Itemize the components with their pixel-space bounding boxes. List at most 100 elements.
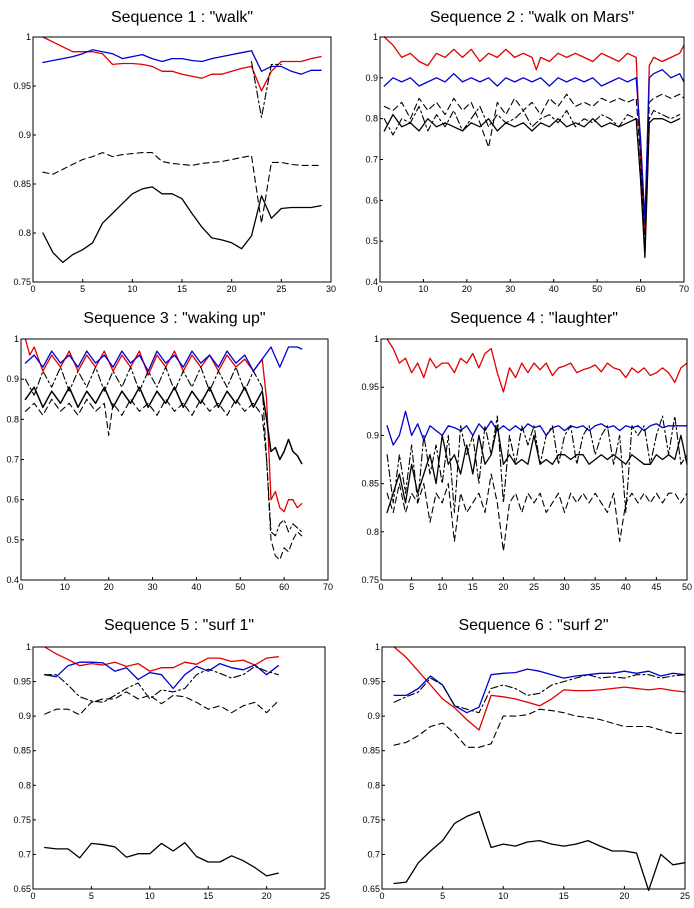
series-line-blue [393,668,686,714]
x-tick-label: 40 [549,284,559,294]
x-tick-label: 10 [498,891,508,901]
x-tick-label: 5 [409,582,414,592]
x-tick-label: 50 [592,284,602,294]
y-tick-label: 0.9 [367,711,380,721]
x-tick-label: 10 [60,582,70,592]
x-tick-label: 50 [235,582,245,592]
series-line-dashdot [386,415,688,514]
x-tick-label: 60 [279,582,289,592]
x-tick-label: 0 [30,284,35,294]
series-line-red [42,36,322,92]
y-tick-label: 0.95 [362,677,380,687]
x-tick-label: 45 [651,582,661,592]
series-line-solid [386,425,688,514]
x-tick-label: 25 [529,582,539,592]
y-tick-label: 0.6 [365,195,378,205]
chart-panel-5: Sequence 5 : "surf 1" 0 5 10 15 20 25 0.65 0.7 0.… [13,617,330,901]
y-tick-label: 0.7 [18,849,31,859]
y-tick-label: 0.8 [18,228,31,238]
x-tick-label: 15 [203,891,213,901]
chart-panel-3: Sequence 3 : "waking up" 0 10 20 30 40 50 60 70 0… [6,310,333,592]
x-tick-label: 25 [680,891,690,901]
y-tick-label: 1 [26,32,31,42]
x-tick-label: 5 [80,284,85,294]
y-tick-label: 0.9 [6,374,19,384]
y-tick-label: 0.8 [366,527,379,537]
x-tick-label: 70 [323,582,333,592]
series-line-dashed [44,691,279,716]
chart-panel-1: Sequence 1 : "walk" 0 5 10 15 20 25 30 0.75 0.8 0.… [13,9,336,294]
series-line-red [24,338,303,513]
chart-title: Sequence 2 : "walk on Mars" [430,9,634,26]
x-tick-label: 40 [191,582,201,592]
series-line-red [383,36,685,234]
chart-panel-2: Sequence 2 : "walk on Mars" 0 10 20 30 40 50 60… [365,9,689,294]
series-line-blue [44,661,279,690]
x-tick-label: 20 [619,891,629,901]
series-line-blue [24,346,303,372]
y-tick-label: 0.7 [6,455,19,465]
series-line-dashed [42,152,322,224]
y-tick-label: 0.95 [361,382,379,392]
y-tick-label: 0.4 [365,277,378,287]
y-tick-label: 0.95 [13,677,31,687]
series-line-dashdot [44,665,279,703]
y-tick-label: 0.5 [6,535,19,545]
x-tick-label: 20 [462,284,472,294]
series-line-solid [393,810,686,892]
series-line-blue [42,49,322,75]
x-tick-label: 10 [145,891,155,901]
x-tick-label: 20 [498,582,508,592]
series-line-dashdot [250,60,282,118]
x-tick-label: 25 [320,891,330,901]
x-tick-label: 30 [326,284,336,294]
y-tick-label: 0.8 [18,780,31,790]
y-tick-label: 0.9 [366,430,379,440]
y-tick-label: 0.9 [365,73,378,83]
y-tick-label: 1 [14,334,19,344]
series-line-solid [42,186,322,264]
y-tick-label: 0.85 [13,746,31,756]
series-line-dashed [393,708,686,748]
y-tick-label: 0.5 [365,236,378,246]
series-line-dashdot [393,674,686,714]
x-tick-label: 35 [590,582,600,592]
y-tick-label: 1 [26,642,31,652]
series-line-blue [386,410,688,446]
y-tick-label: 0.9 [18,130,31,140]
x-tick-label: 30 [148,582,158,592]
y-tick-label: 1 [375,642,380,652]
plot-frame [381,646,686,890]
series-line-dashed [386,473,688,552]
y-tick-label: 1 [374,334,379,344]
series-line-dashdot [383,105,681,254]
y-tick-label: 0.8 [6,414,19,424]
series-line-dashed [24,398,303,561]
x-tick-label: 50 [682,582,692,592]
x-tick-label: 40 [621,582,631,592]
chart-title: Sequence 6 : "surf 2" [458,617,608,634]
x-tick-label: 60 [636,284,646,294]
y-tick-label: 0.7 [367,849,380,859]
x-tick-label: 25 [276,284,286,294]
chart-panel-6: Sequence 6 : "surf 2" 0 5 10 15 20 25 0.65 0.7 0.… [362,617,690,901]
x-tick-label: 30 [505,284,515,294]
y-tick-label: 0.65 [362,884,380,894]
y-tick-label: 0.7 [365,155,378,165]
x-tick-label: 20 [262,891,272,901]
chart-title: Sequence 4 : "laughter" [450,310,618,327]
x-tick-label: 0 [18,582,23,592]
plot-frame [380,338,688,581]
x-tick-label: 15 [559,891,569,901]
y-tick-label: 0.75 [13,277,31,287]
y-tick-label: 0.85 [13,179,31,189]
x-tick-label: 10 [437,582,447,592]
x-tick-label: 0 [30,891,35,901]
y-tick-label: 0.8 [365,114,378,124]
x-tick-label: 10 [418,284,428,294]
y-tick-label: 0.9 [18,711,31,721]
x-tick-label: 15 [468,582,478,592]
y-tick-label: 0.65 [13,884,31,894]
y-tick-label: 0.75 [362,815,380,825]
